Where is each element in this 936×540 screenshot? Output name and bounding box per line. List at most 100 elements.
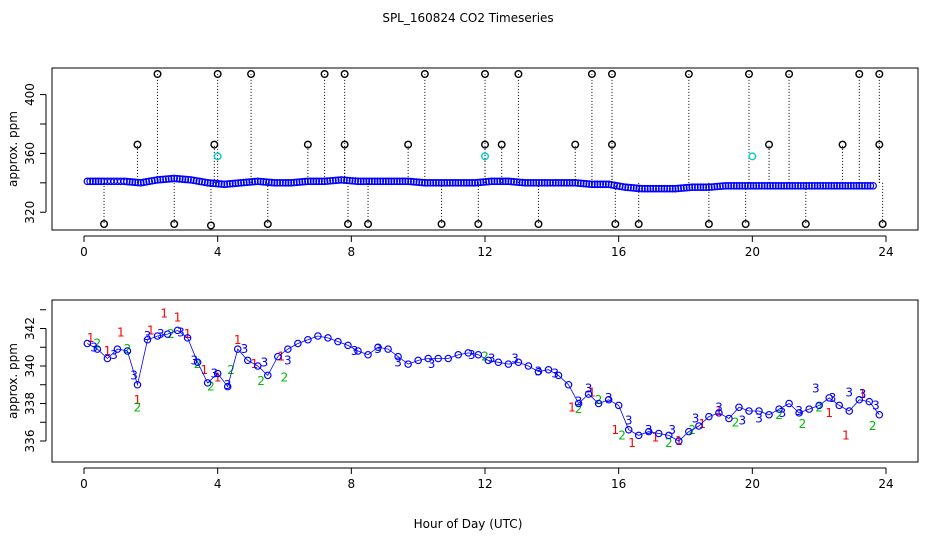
top-co2-series-point <box>532 179 541 187</box>
top-spikes-point <box>514 69 523 78</box>
bottom-co2-series-point <box>855 395 864 404</box>
top-co2-series-point <box>574 179 582 187</box>
top-co2-series-point <box>849 181 858 190</box>
top-co2-series-point <box>827 181 836 190</box>
top-co2-series-point <box>607 180 616 189</box>
top-spikes-point <box>481 69 490 78</box>
bottom-flag-3-mark: 3 <box>605 391 613 405</box>
top-co2-series-point <box>473 178 482 187</box>
top-co2-series-point <box>844 181 852 190</box>
bottom-flag-3-mark: 3 <box>872 398 880 412</box>
bottom-flag-3-mark: 3 <box>177 325 185 339</box>
bottom-co2-series-point <box>845 407 854 415</box>
top-co2-series-point <box>579 179 588 188</box>
bottom-co2-series-point <box>594 399 603 408</box>
top-co2-series-point <box>615 182 624 191</box>
top-co2-series-point <box>139 178 148 187</box>
top-co2-series-point <box>510 178 518 186</box>
top-co2-series-point <box>560 179 568 187</box>
top-co2-series-point <box>863 181 872 190</box>
top-spikes-point <box>684 69 693 78</box>
top-y-axis-label: approx. ppm <box>6 111 20 187</box>
top-co2-series-point <box>226 180 234 188</box>
top-co2-series-point <box>702 183 710 192</box>
top-co2-series-point <box>384 177 393 186</box>
bottom-y-tick-label: 340 <box>23 355 37 378</box>
top-co2-series-point <box>334 176 343 184</box>
top-co2-series-point <box>721 181 730 190</box>
top-co2-series-point <box>535 179 543 187</box>
top-co2-series-point <box>220 180 229 189</box>
bottom-co2-series-point <box>304 335 312 344</box>
top-co2-series-point <box>354 177 362 186</box>
top-co2-series-point <box>830 181 839 190</box>
top-spikes-point <box>875 69 884 78</box>
top-co2-series-point <box>465 179 474 187</box>
bottom-flag-1-mark: 1 <box>588 385 596 399</box>
top-co2-series-point <box>771 181 780 190</box>
bottom-co2-series-point <box>464 349 473 357</box>
top-co2-series-point <box>808 181 816 190</box>
bottom-flag-3-mark: 3 <box>645 423 653 437</box>
top-spikes-point <box>875 140 884 149</box>
top-co2-series-point <box>515 178 524 187</box>
top-co2-series-point <box>148 177 156 185</box>
bottom-flag-1-mark: 1 <box>234 333 242 347</box>
top-co2-series-point <box>629 184 638 192</box>
top-co2-series-point <box>131 178 140 187</box>
bottom-flag-3-mark: 3 <box>224 378 232 392</box>
top-co2-series-point <box>398 177 407 186</box>
top-co2-series-point <box>710 182 719 191</box>
top-co2-series-point <box>162 175 170 183</box>
bottom-flag-3-mark: 3 <box>190 353 198 367</box>
top-co2-series-point <box>635 184 644 193</box>
bottom-co2-series-point <box>113 345 122 353</box>
top-spikes-point <box>838 140 847 149</box>
top-co2-series-point <box>780 181 788 190</box>
top-co2-series-point <box>351 177 360 185</box>
top-co2-series-point <box>554 179 563 187</box>
bottom-flag-2-mark: 2 <box>481 350 489 364</box>
bottom-co2-series-point <box>524 362 533 370</box>
top-co2-series-point <box>409 178 418 186</box>
top-co2-series-point <box>657 184 666 193</box>
bottom-co2-series-point <box>564 380 573 389</box>
bottom-co2-series-point <box>474 350 483 359</box>
top-co2-series-point <box>270 179 279 187</box>
top-co2-series-point <box>387 177 396 186</box>
top-co2-series-point <box>649 184 657 193</box>
top-co2-series-point <box>404 177 412 186</box>
top-co2-series-point <box>641 184 649 193</box>
top-co2-series-point <box>150 176 159 185</box>
top-co2-series-point <box>632 184 641 193</box>
top-dips-point <box>634 219 643 228</box>
top-co2-series-point <box>164 175 173 183</box>
top-dips-point <box>364 219 373 228</box>
bottom-co2-series-point <box>614 401 623 410</box>
top-co2-series-point <box>685 183 694 192</box>
bottom-flag-2-mark: 2 <box>134 400 142 414</box>
top-co2-series-point <box>178 175 187 183</box>
top-co2-series-point <box>504 177 513 186</box>
bottom-co2-series-point <box>133 380 142 389</box>
top-spikes-point <box>497 140 506 149</box>
top-co2-series-point <box>145 177 153 186</box>
top-co2-series-point <box>499 177 507 186</box>
top-spikes-point <box>587 69 596 78</box>
top-co2-series-point <box>760 181 769 190</box>
bottom-co2-series-point <box>454 350 463 359</box>
bottom-flag-2-mark: 2 <box>124 342 132 356</box>
top-co2-series-point <box>674 184 683 193</box>
top-co2-series-point <box>735 181 744 190</box>
top-co2-series-point <box>187 176 195 184</box>
top-co2-series-point <box>86 177 94 186</box>
bottom-flag-3-mark: 3 <box>779 406 787 420</box>
top-co2-series-point <box>362 177 371 186</box>
top-co2-series-point <box>755 181 763 190</box>
top-dips-point <box>704 219 713 228</box>
top-cal-points-point <box>748 152 757 161</box>
bottom-flag-1-mark: 1 <box>652 430 660 444</box>
top-co2-series-point <box>705 183 713 192</box>
top-co2-series-point <box>245 178 254 186</box>
top-co2-series-point <box>582 180 591 188</box>
